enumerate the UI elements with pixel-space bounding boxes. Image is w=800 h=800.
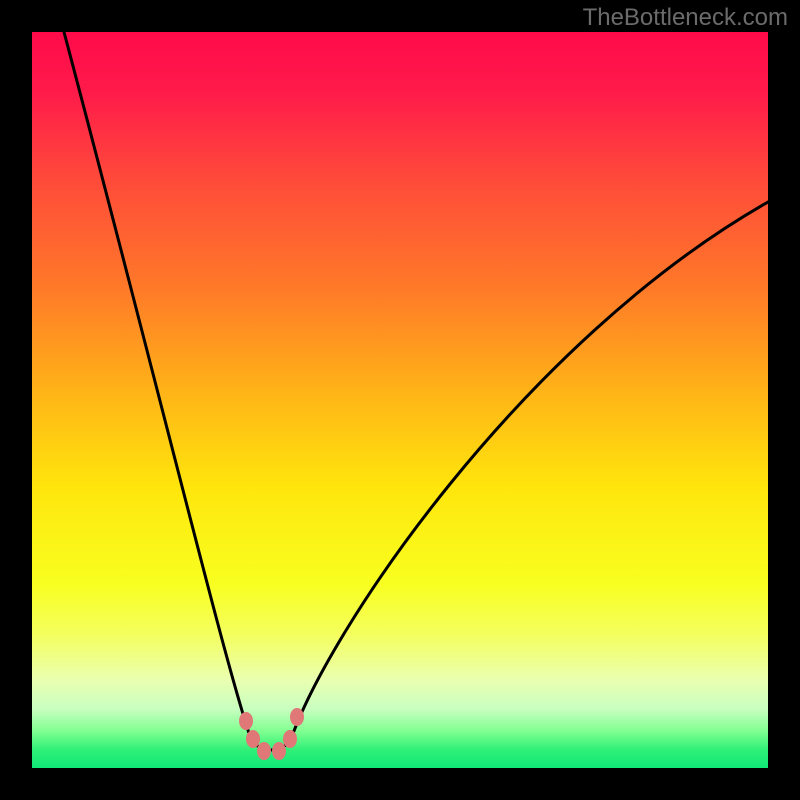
marker-point [246, 730, 260, 748]
marker-point [283, 730, 297, 748]
marker-point [272, 742, 286, 760]
marker-point [239, 712, 253, 730]
plot-area [32, 32, 768, 768]
watermark-text: TheBottleneck.com [583, 4, 788, 32]
gradient-background [32, 32, 768, 768]
chart-svg [32, 32, 768, 768]
marker-point [257, 742, 271, 760]
marker-point [290, 708, 304, 726]
